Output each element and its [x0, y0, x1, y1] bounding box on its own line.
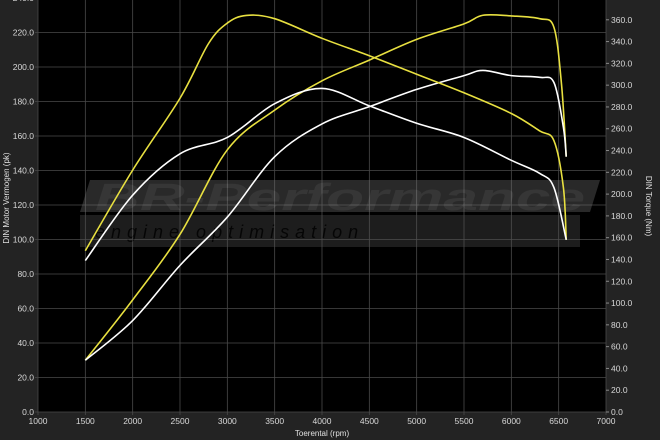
series-line-power-1	[84, 69, 568, 361]
x-tick-label: 4500	[360, 416, 379, 426]
x-tick-label: 1500	[76, 416, 95, 426]
y-left-tick-label: 80.0	[17, 269, 34, 279]
y-right-tick-label: 300.0	[611, 80, 633, 90]
x-tick-label: 3000	[218, 416, 237, 426]
y-left-tick-label: 40.0	[17, 338, 34, 348]
x-tick-label: 7000	[597, 416, 616, 426]
y-left-tick-label: 160.0	[13, 131, 35, 141]
x-axis-label: Toerental (rpm)	[295, 429, 350, 438]
left-axis-ticks: 0.0 20.0 40.0 60.0 80.0 100.0 120.0 140.0 160.0 1…	[13, 0, 35, 417]
series-line-power-0	[84, 13, 568, 361]
y-right-tick-label: 360.0	[611, 15, 633, 25]
y-right-tick-label: 240.0	[611, 146, 633, 156]
x-tick-label: 5000	[407, 416, 426, 426]
x-tick-label: 3500	[265, 416, 284, 426]
grid	[35, 0, 607, 415]
x-tick-label: 4000	[313, 416, 332, 426]
x-tick-label: 2500	[171, 416, 190, 426]
y-right-tick-label: 60.0	[611, 342, 628, 352]
y-left-tick-label: 180.0	[13, 97, 35, 107]
x-tick-label: 1000	[29, 416, 48, 426]
y-right-tick-label: 20.0	[611, 385, 628, 395]
series-group	[84, 13, 568, 361]
y-axis-left-label: DIN Motor Vermogen (pk)	[2, 152, 11, 243]
y-right-tick-label: 120.0	[611, 276, 633, 286]
y-right-tick-label: 140.0	[611, 254, 633, 264]
y-right-tick-label: 340.0	[611, 37, 633, 47]
x-tick-label: 6500	[549, 416, 568, 426]
y-left-tick-label: 20.0	[17, 373, 34, 383]
watermark-brand: BR-Performance	[95, 177, 585, 219]
x-axis-ticks: 1000 1500 2000 2500 3000 3500 4000 4500 5000 5500…	[29, 416, 616, 426]
y-left-tick-label: 60.0	[17, 304, 34, 314]
y-right-tick-label: 220.0	[611, 167, 633, 177]
y-left-tick-label: 120.0	[13, 200, 35, 210]
y-right-tick-label: 280.0	[611, 102, 633, 112]
x-tick-label: 5500	[455, 416, 474, 426]
series-line-torque-2	[84, 14, 568, 252]
y-left-tick-label: 240.0	[13, 0, 35, 3]
watermark-logo: BR-Performance engine optimisation	[80, 177, 600, 247]
x-tick-label: 6000	[502, 416, 521, 426]
y-left-tick-label: 100.0	[13, 235, 35, 245]
y-right-tick-label: 0.0	[611, 407, 623, 417]
y-left-tick-label: 140.0	[13, 166, 35, 176]
y-left-tick-label: 220.0	[13, 28, 35, 38]
y-right-tick-label: 320.0	[611, 58, 633, 68]
y-right-tick-label: 100.0	[611, 298, 633, 308]
y-right-tick-label: 40.0	[611, 363, 628, 373]
y-left-tick-label: 200.0	[13, 62, 35, 72]
y-axis-right-label: DIN Torque (Nm)	[644, 176, 653, 237]
watermark-tagline: engine optimisation	[95, 222, 364, 242]
y-left-tick-label: 0.0	[22, 407, 34, 417]
right-axis-ticks: 0.0 20.0 40.0 60.0 80.0 100.0 120.0 140.0 160.0 1…	[606, 15, 633, 417]
y-right-tick-label: 260.0	[611, 124, 633, 134]
y-right-tick-label: 80.0	[611, 320, 628, 330]
x-tick-label: 2000	[123, 416, 142, 426]
y-right-tick-label: 180.0	[611, 211, 633, 221]
y-right-tick-label: 200.0	[611, 189, 633, 199]
y-right-tick-label: 160.0	[611, 233, 633, 243]
series-line-torque-3	[84, 87, 568, 262]
